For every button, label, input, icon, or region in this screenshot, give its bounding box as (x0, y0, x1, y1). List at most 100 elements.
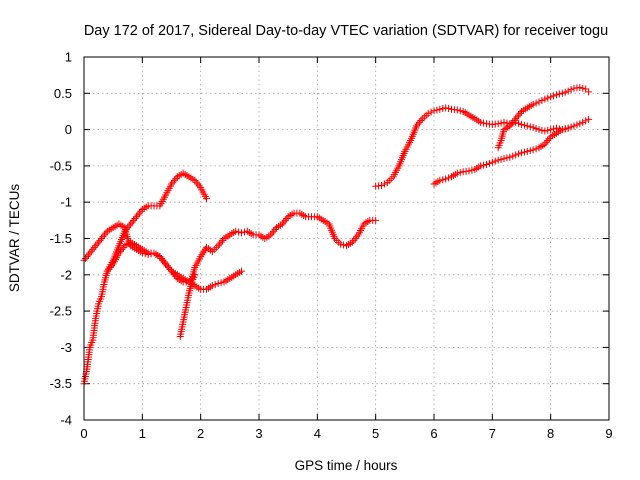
data-point (567, 86, 575, 94)
x-tick-label: 3 (255, 426, 262, 441)
data-point (166, 265, 174, 273)
data-point (128, 218, 136, 226)
data-point (488, 158, 496, 166)
x-tick-label: 4 (314, 426, 321, 441)
data-point (122, 225, 130, 233)
data-point (211, 281, 219, 289)
x-tick-label: 5 (372, 426, 379, 441)
data-point (162, 260, 170, 268)
data-point (170, 176, 178, 184)
data-point (86, 249, 94, 257)
data-point (480, 119, 488, 127)
chart-title: Day 172 of 2017, Sidereal Day-to-day VTE… (84, 23, 608, 39)
y-tick-labels: 1 0.5 0 -0.5 -1 -1.5 -2 -2.5 -3 -3.5 -4 (50, 50, 72, 428)
y-tick-label: 0 (65, 122, 72, 137)
data-point (125, 222, 133, 230)
data-point (436, 176, 444, 184)
y-tick-label: -3.5 (50, 376, 72, 391)
data-point (87, 247, 95, 255)
data-point (353, 233, 361, 241)
data-point (124, 224, 132, 232)
data-point (270, 227, 278, 235)
y-tick-label: -4 (60, 413, 72, 428)
data-point (526, 147, 534, 155)
data-point (477, 162, 485, 170)
y-tick-label: 1 (65, 50, 72, 65)
data-point (157, 254, 165, 262)
data-point (348, 238, 356, 246)
data-point (134, 211, 142, 219)
data-point (465, 167, 473, 175)
data-point (509, 118, 517, 126)
x-tick-label: 7 (489, 426, 496, 441)
data-point (561, 125, 569, 133)
data-point (163, 262, 171, 270)
data-point (515, 119, 523, 127)
data-point (217, 279, 225, 287)
data-point (579, 118, 587, 126)
data-point (133, 213, 140, 221)
data-point (512, 115, 520, 123)
data-point (238, 229, 245, 237)
data-point (523, 147, 531, 155)
data-point (477, 118, 485, 126)
data-point (96, 236, 104, 244)
data-point (106, 264, 114, 272)
data-point (439, 176, 447, 184)
data-point (417, 117, 425, 125)
data-point (267, 231, 275, 239)
data-point (385, 177, 393, 185)
data-point (232, 227, 240, 235)
data-point (510, 117, 518, 125)
data-point (131, 215, 139, 223)
data-point (422, 111, 430, 119)
data-point (414, 120, 422, 128)
data-point (509, 152, 517, 160)
data-point (95, 238, 103, 246)
y-tick-label: -0.5 (50, 158, 72, 173)
data-point (529, 146, 537, 154)
data-point (541, 95, 549, 103)
data-point (576, 83, 584, 91)
data-point (105, 265, 113, 273)
data-point (555, 90, 563, 98)
data-point (238, 267, 245, 275)
data-point (436, 105, 444, 113)
data-point (538, 97, 546, 105)
data-point (192, 178, 200, 186)
data-point (518, 149, 525, 157)
data-point (430, 107, 438, 115)
data-point (271, 225, 279, 233)
data-points (80, 83, 593, 388)
x-tick-labels: 0 1 2 3 4 5 6 7 8 9 (80, 426, 612, 441)
data-point (108, 262, 116, 270)
data-point (541, 127, 549, 135)
data-point (535, 98, 543, 106)
data-point (442, 104, 450, 112)
data-point (544, 94, 552, 102)
data-point (160, 258, 168, 266)
data-point (547, 126, 555, 134)
data-point (413, 122, 420, 130)
data-point (350, 236, 358, 244)
data-point (532, 145, 540, 153)
data-point (516, 109, 524, 117)
data-point (214, 280, 222, 288)
data-point (520, 148, 528, 156)
y-tick-label: 0.5 (54, 86, 72, 101)
data-point (172, 175, 180, 183)
data-point (127, 220, 135, 228)
data-point (526, 123, 534, 131)
data-point (544, 136, 552, 144)
y-tick-label: -1 (60, 195, 72, 210)
data-point (532, 99, 540, 107)
data-point (89, 245, 97, 253)
data-point (483, 160, 490, 168)
data-point (90, 244, 98, 252)
data-point (542, 138, 550, 146)
data-point (118, 245, 126, 253)
data-point (513, 113, 521, 121)
y-tick-label: -2 (60, 267, 72, 282)
data-point (433, 106, 441, 114)
